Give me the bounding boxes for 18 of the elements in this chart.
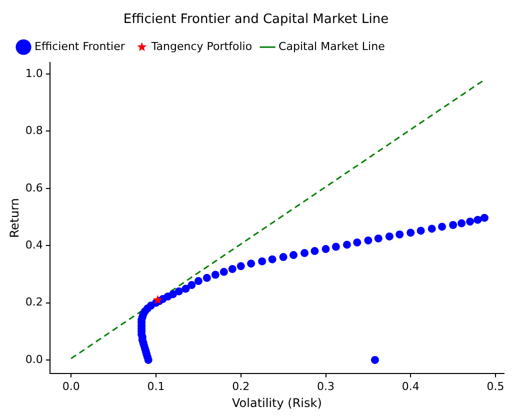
y-tick-label: 0.6 (25, 181, 43, 194)
x-tick-label: 0.2 (232, 380, 250, 393)
legend-label: Efficient Frontier (34, 40, 126, 53)
x-tick-label: 0.3 (317, 380, 335, 393)
y-tick-label: 0.2 (25, 296, 43, 309)
legend-label: Capital Market Line (278, 40, 386, 53)
y-tick-label: 0.4 (25, 238, 43, 252)
y-tick-label: 0.0 (25, 352, 43, 366)
x-axis-title: Volatility (Risk) (232, 396, 322, 410)
y-tick-label: 1.0 (25, 66, 43, 80)
legend-label: Tangency Portfolio (150, 40, 252, 53)
y-tick-label: 0.8 (25, 124, 43, 138)
x-tick-label: 0.4 (402, 380, 420, 393)
y-axis-title: Return (7, 198, 22, 238)
x-tick-label: 0.0 (62, 380, 80, 393)
chart-title: Efficient Frontier and Capital Market Line (123, 12, 389, 28)
x-tick-label: 0.1 (147, 380, 165, 393)
x-tick-label: 0.5 (486, 380, 504, 393)
